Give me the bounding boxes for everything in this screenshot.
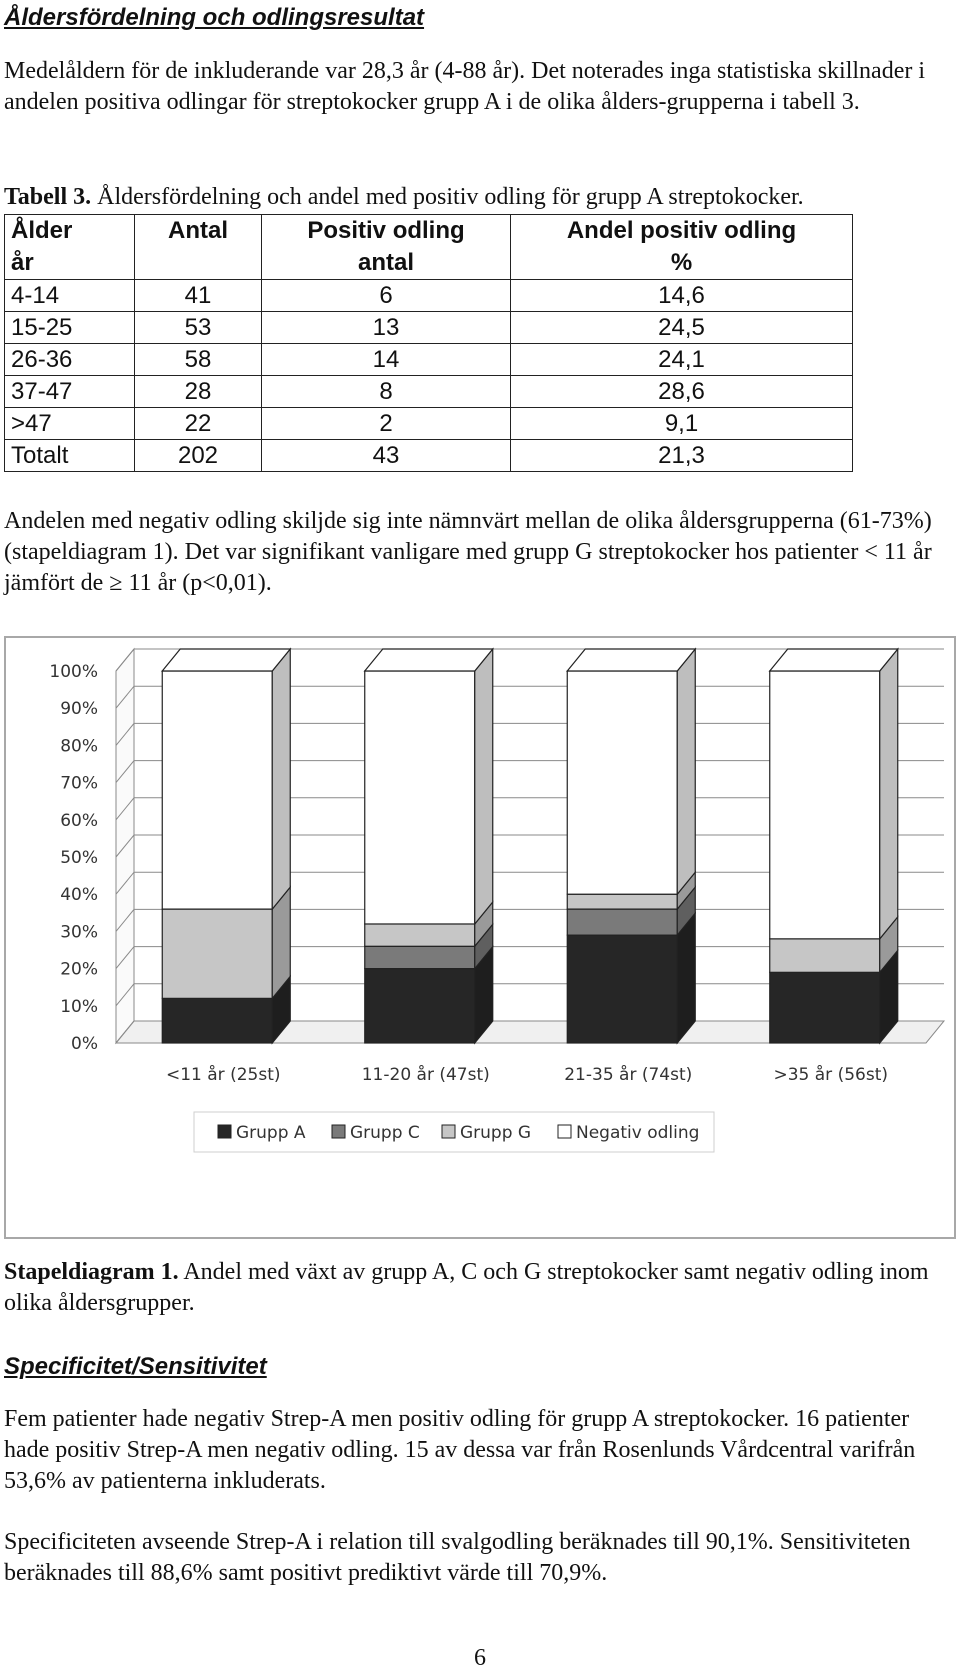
table-caption: Tabell 3. Åldersfördelning och andel med… — [4, 182, 944, 213]
y-tick-label: 70% — [60, 774, 98, 794]
specificity-paragraph-2: Specificiteten avseende Strep-A i relati… — [4, 1529, 911, 1586]
bar-top — [565, 648, 697, 672]
y-tick-label: 90% — [60, 699, 98, 719]
legend-swatch — [441, 1124, 456, 1139]
page-number: 6 — [474, 1645, 486, 1671]
bar-side-negativ-odling — [271, 647, 291, 911]
bar-segment-negativ-odling — [161, 670, 273, 910]
cell-positive-share: 24,5 — [510, 311, 853, 344]
cell-positive-count: 13 — [261, 311, 511, 344]
table-caption-text: Åldersfördelning och andel med positiv o… — [91, 184, 804, 210]
section-heading-specificity: Specificitet/Sensitivitet — [4, 1353, 267, 1380]
bar-side-negativ-odling — [879, 647, 899, 941]
section-heading: Åldersfördelning och odlingsresultat — [4, 4, 425, 31]
bar-top — [363, 648, 495, 672]
table-row: 26-36 58 14 24,1 — [4, 343, 853, 376]
intro-paragraph: Medelåldern för de inkluderande var 28,3… — [4, 58, 926, 115]
table-caption-label: Tabell 3. — [4, 184, 92, 210]
cell-count: 22 — [134, 407, 262, 440]
figure-caption-label: Stapeldiagram 1. — [4, 1259, 179, 1285]
cell-count: 53 — [134, 311, 262, 344]
cell-positive-count: 8 — [261, 375, 511, 408]
cell-count: 202 — [134, 439, 262, 472]
y-tick-label: 80% — [60, 736, 98, 756]
bar-top — [160, 648, 292, 672]
legend-label: Grupp C — [350, 1123, 420, 1143]
table-header-row: Ålder år Antal Positiv odling antal Andel … — [4, 214, 853, 280]
bar-side-negativ-odling — [474, 647, 494, 926]
chart-svg: 0% 10% 20% 30% 40% 50% 60% 70% 80% 90% 100% <11 år … — [49, 647, 946, 1153]
x-tick-label: 11-20 år (47st) — [362, 1064, 490, 1085]
bar-segment-grupp-a — [161, 997, 273, 1044]
cell-count: 41 — [134, 279, 262, 312]
header-positive-count: Positiv odling antal — [261, 214, 511, 280]
table-row: >47 22 2 9,1 — [4, 407, 853, 440]
cell-positive-count: 14 — [261, 343, 511, 376]
y-tick-label: 60% — [60, 811, 98, 831]
bar-segment-grupp-g — [566, 893, 678, 910]
bar-segment-grupp-g — [364, 923, 476, 947]
cell-age: 4-14 — [4, 279, 135, 312]
legend-swatch — [557, 1124, 572, 1139]
y-tick-label: 30% — [60, 922, 98, 942]
x-tick-label: >35 år (56st) — [773, 1064, 888, 1085]
y-tick-label: 0% — [71, 1034, 98, 1054]
legend-label: Negativ odling — [576, 1123, 699, 1143]
bar-segment-negativ-odling — [566, 670, 678, 895]
legend-label: Grupp A — [236, 1123, 306, 1143]
y-tick-label: 50% — [60, 848, 98, 868]
bar-top — [768, 648, 900, 672]
cell-positive-count: 43 — [261, 439, 511, 472]
cell-positive-share: 21,3 — [510, 439, 853, 472]
table-row: 4-14 41 6 14,6 — [4, 279, 853, 312]
y-tick-label: 10% — [60, 997, 98, 1017]
age-distribution-table: Ålder år Antal Positiv odling antal Andel … — [4, 214, 853, 472]
table-row: Totalt 202 43 21,3 — [4, 439, 853, 472]
figure-caption: Stapeldiagram 1. Andel med växt av grupp… — [4, 1257, 944, 1319]
bar-segment-grupp-a — [566, 934, 678, 1044]
bar-segment-grupp-a — [364, 968, 476, 1044]
y-tick-label: 40% — [60, 885, 98, 905]
cell-positive-share: 24,1 — [510, 343, 853, 376]
bar-segment-grupp-a — [769, 971, 881, 1044]
legend-swatch — [217, 1124, 232, 1139]
table-row: 15-25 53 13 24,5 — [4, 311, 853, 344]
cell-age: Totalt — [4, 439, 135, 472]
cell-positive-share: 9,1 — [510, 407, 853, 440]
legend-swatch — [331, 1124, 346, 1139]
bar-side-negativ-odling — [676, 647, 696, 896]
legend-label: Grupp G — [460, 1123, 531, 1143]
header-positive-share: Andel positiv odling% — [510, 214, 853, 280]
figure-caption-text: Andel med växt av grupp A, C och G strep… — [4, 1259, 929, 1316]
cell-age: 15-25 — [4, 311, 135, 344]
cell-positive-share: 28,6 — [510, 375, 853, 408]
cell-count: 58 — [134, 343, 262, 376]
cell-age: 26-36 — [4, 343, 135, 376]
chart-legend: Grupp A Grupp C Grupp G Negativ odling — [193, 1111, 715, 1153]
cell-age: 37-47 — [4, 375, 135, 408]
cell-age: >47 — [4, 407, 135, 440]
bar-segment-grupp-g — [161, 908, 273, 999]
bar-segment-grupp-c — [566, 908, 678, 936]
cell-positive-share: 14,6 — [510, 279, 853, 312]
results-paragraph: Andelen med negativ odling skiljde sig i… — [4, 508, 932, 596]
header-age: Ålder år — [4, 214, 135, 280]
specificity-paragraph-1: Fem patienter hade negativ Strep-A men p… — [4, 1406, 916, 1494]
x-tick-label: <11 år (25st) — [166, 1064, 281, 1085]
y-tick-label: 100% — [49, 662, 98, 682]
cell-positive-count: 6 — [261, 279, 511, 312]
cell-count: 28 — [134, 375, 262, 408]
x-tick-label: 21-35 år (74st) — [564, 1064, 692, 1085]
header-count: Antal — [134, 214, 262, 280]
cell-positive-count: 2 — [261, 407, 511, 440]
table-row: 37-47 28 8 28,6 — [4, 375, 853, 408]
y-tick-label: 20% — [60, 960, 98, 980]
bar-segment-negativ-odling — [769, 670, 881, 940]
stacked-bar-chart: 0% 10% 20% 30% 40% 50% 60% 70% 80% 90% 100% <11 år … — [4, 636, 956, 1239]
bar-segment-grupp-c — [364, 945, 476, 970]
bar-segment-negativ-odling — [364, 670, 476, 925]
bar-segment-grupp-g — [769, 938, 881, 973]
